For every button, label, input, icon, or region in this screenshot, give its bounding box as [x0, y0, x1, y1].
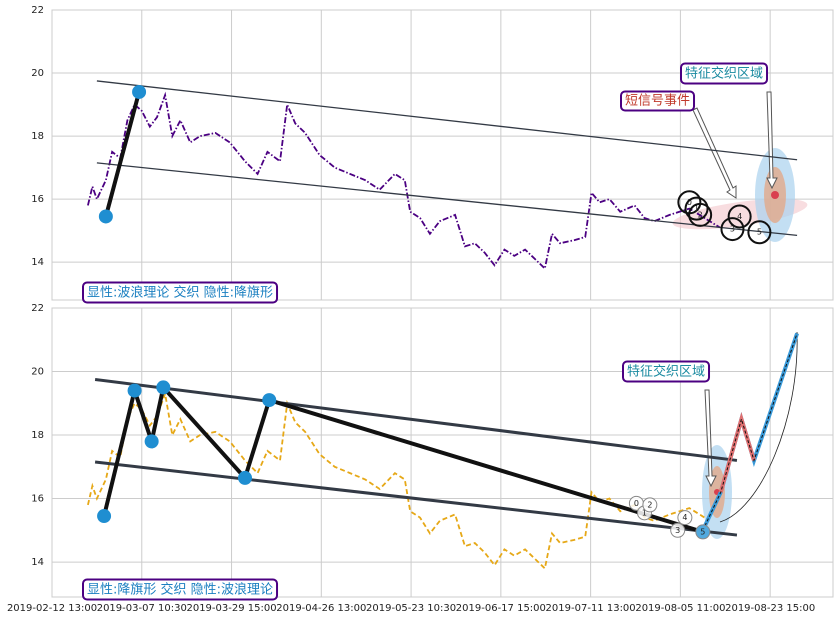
x-tick-label: 2019-03-29 15:00	[186, 603, 276, 614]
pattern-label: 2	[698, 210, 703, 219]
y-tick-label: 20	[31, 367, 44, 378]
caption-text: 显性:降旗形 交织 隐性:波浪理论	[87, 582, 273, 598]
annotation-box	[622, 360, 711, 383]
wave-point	[238, 470, 253, 485]
y-tick-label: 14	[31, 257, 44, 268]
arrow	[766, 91, 778, 190]
pattern-point	[684, 196, 709, 221]
decorations	[672, 91, 808, 539]
wave-point	[156, 380, 171, 395]
y-tick-label: 18	[31, 131, 44, 142]
arrow	[692, 107, 737, 199]
zone-dot	[771, 191, 779, 199]
pattern-point	[670, 522, 686, 538]
plot-frame	[51, 9, 834, 301]
annotation-text: 短信号事件	[625, 94, 690, 109]
x-tick-label: 2019-08-05 11:00	[635, 603, 725, 614]
pattern-point	[642, 497, 658, 513]
pattern-label: 3	[675, 526, 680, 535]
annotation-text: 特征交织区域	[685, 66, 763, 82]
x-tick-label: 2019-05-23 10:30	[366, 603, 456, 614]
x-tick-label: 2019-07-11 13:00	[546, 603, 636, 614]
y-tick-label: 14	[31, 557, 44, 568]
pattern-label: 5	[757, 228, 762, 237]
pattern-point	[677, 510, 693, 526]
wave-point	[132, 84, 147, 99]
caption: 显性:降旗形 交织 隐性:波浪理论	[82, 578, 279, 601]
pattern-label: 4	[682, 513, 687, 522]
pattern-label: 1	[694, 204, 699, 213]
x-tick-label: 2019-02-12 13:00	[7, 603, 97, 614]
arrow	[704, 389, 717, 488]
pattern-label: 1	[642, 508, 647, 517]
curved-arrow	[719, 331, 798, 523]
wave-point	[98, 209, 113, 224]
pattern-point	[727, 204, 752, 229]
wave-point	[97, 509, 112, 524]
caption-box	[82, 281, 279, 304]
channel-line	[94, 377, 738, 462]
pattern-label: 3	[730, 225, 735, 234]
channel-line	[96, 162, 798, 237]
wave-point	[262, 393, 277, 408]
annotation: 短信号事件	[620, 90, 696, 112]
caption: 显性:波浪理论 交织 隐性:降旗形	[82, 281, 279, 304]
y-tick-label: 16	[31, 194, 44, 205]
pattern-point	[720, 217, 745, 242]
wave-line	[103, 91, 142, 217]
y-tick-label: 16	[31, 494, 44, 505]
channel-line	[96, 80, 798, 161]
annotation: 特征交织区域	[680, 62, 769, 85]
pattern-label: 5	[700, 527, 705, 536]
x-tick-label: 2019-04-26 13:00	[276, 603, 366, 614]
channel-line	[94, 460, 738, 537]
y-tick-label: 18	[31, 430, 44, 441]
annotation-text: 特征交织区域	[627, 364, 705, 380]
x-tick-label: 2019-03-07 10:30	[97, 603, 187, 614]
pattern-point	[688, 202, 713, 227]
wave-point	[127, 383, 142, 398]
x-tick-label: 2019-06-17 15:00	[456, 603, 546, 614]
annotation: 特征交织区域	[622, 360, 711, 383]
annotation-box	[620, 90, 696, 112]
pattern-point	[747, 220, 772, 245]
y-tick-label: 20	[31, 68, 44, 79]
caption-text: 显性:波浪理论 交织 隐性:降旗形	[87, 285, 273, 301]
pattern-label: 0	[634, 499, 639, 508]
projection-center	[702, 333, 798, 531]
x-tick-label: 2019-08-23 15:00	[725, 603, 815, 614]
y-tick-label: 22	[31, 303, 44, 314]
price-line	[87, 91, 721, 271]
pattern-label: 4	[737, 212, 742, 221]
pattern-label: 0	[687, 198, 692, 207]
pattern-point	[695, 524, 711, 540]
y-tick-label: 22	[31, 5, 44, 16]
annotation-box	[680, 62, 769, 85]
pattern-label: 2	[647, 500, 652, 509]
caption-box	[82, 578, 279, 601]
wave-point	[144, 434, 159, 449]
